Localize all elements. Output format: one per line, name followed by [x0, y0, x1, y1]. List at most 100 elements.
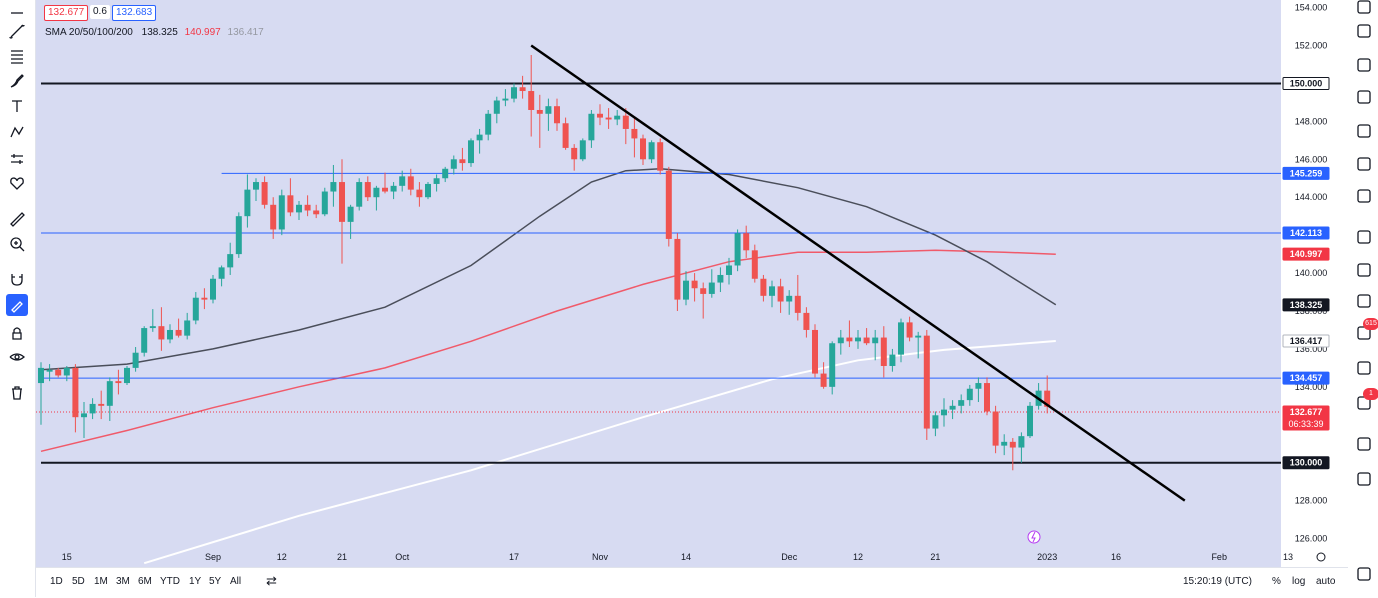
candle-body: [296, 204, 302, 213]
notes-icon[interactable]: [1353, 290, 1375, 312]
price-axis-label-box: [1282, 76, 1330, 90]
data-window-icon[interactable]: [1353, 86, 1375, 108]
candle-body: [321, 191, 328, 215]
range-6m-button[interactable]: 6M: [138, 576, 152, 587]
candle-body: [72, 367, 79, 418]
range-1d-button[interactable]: 1D: [50, 576, 63, 587]
alerts-icon[interactable]: 1: [1353, 388, 1378, 414]
magnet-icon[interactable]: [6, 268, 28, 290]
text-icon[interactable]: [6, 95, 28, 117]
calendar-icon[interactable]: [1353, 153, 1375, 175]
candle-body: [270, 204, 277, 230]
candle-body: [124, 367, 130, 384]
candle-body: [605, 117, 612, 120]
ruler-icon[interactable]: [6, 208, 28, 230]
candle-body: [476, 134, 483, 141]
trend-line[interactable]: [530, 44, 1186, 502]
chart-area[interactable]: 154.000 152.000 150.000 148.000 146.000 144.0…: [36, 0, 1348, 567]
candle-body: [906, 322, 913, 338]
heart-icon[interactable]: [6, 172, 28, 194]
candle-body: [313, 210, 320, 215]
brush-icon[interactable]: [6, 70, 28, 92]
range-5d-button[interactable]: 5D: [72, 576, 85, 587]
layers-icon[interactable]: [1353, 563, 1375, 585]
candle-body: [855, 337, 861, 342]
trend-line-icon[interactable]: [6, 20, 28, 42]
news-icon[interactable]: [1353, 54, 1375, 76]
candle-body: [89, 403, 96, 414]
lock-icon[interactable]: [6, 322, 28, 344]
chat-icon[interactable]: [1353, 259, 1375, 281]
range-1m-button[interactable]: 1M: [94, 576, 108, 587]
candle-body: [459, 159, 466, 164]
log-toggle[interactable]: log: [1292, 576, 1306, 587]
sma-legend[interactable]: SMA 20/50/100/200 138.325 140.997 136.41…: [45, 27, 264, 38]
candle-body: [339, 182, 345, 222]
range-5y-button[interactable]: 5Y: [209, 576, 222, 587]
candle-body: [253, 182, 259, 190]
alarm-icon[interactable]: [1353, 20, 1375, 42]
candle-body: [949, 405, 956, 410]
notifications-icon[interactable]: 615: [1353, 318, 1378, 344]
candle-body: [450, 159, 457, 169]
clock-time[interactable]: 15:20:19 (UTC): [1183, 576, 1252, 587]
candle-body: [407, 176, 414, 190]
candle-body: [201, 297, 208, 300]
price-axis-label-box: [1282, 405, 1330, 431]
x-tick-label: 15: [62, 552, 72, 562]
percent-toggle[interactable]: %: [1272, 576, 1281, 587]
broadcast-icon[interactable]: [1353, 357, 1375, 379]
notifications-badge: 615: [1363, 318, 1378, 330]
candle-body: [106, 381, 113, 406]
candle-body: [278, 195, 285, 230]
candle-body: [1018, 436, 1025, 448]
fib-icon[interactable]: [6, 45, 28, 67]
candle-body: [966, 388, 973, 401]
range-ytd-button[interactable]: YTD: [160, 576, 180, 587]
dom-icon[interactable]: [1353, 468, 1375, 490]
x-tick-label: 17: [509, 552, 519, 562]
minus-icon[interactable]: [6, 2, 28, 24]
candle-body: [227, 254, 234, 268]
trash-icon[interactable]: [6, 382, 28, 404]
axis-settings-icon[interactable]: [1316, 552, 1326, 562]
candle-body: [837, 337, 844, 344]
candle-body: [700, 288, 707, 294]
event-marker-icon[interactable]: [1027, 530, 1041, 544]
zoom-in-icon[interactable]: [6, 233, 28, 255]
price-axis-label: 130.000: [1290, 458, 1323, 468]
range-all-button[interactable]: All: [230, 576, 242, 587]
lock-draw-icon[interactable]: [6, 294, 28, 316]
price-axis-label-box: [1282, 456, 1330, 470]
hotlist-icon[interactable]: [1353, 120, 1375, 142]
candle-body: [46, 369, 53, 372]
candle-body: [184, 320, 191, 336]
candle-body: [657, 142, 664, 171]
ideas-feed-icon[interactable]: [1353, 433, 1375, 455]
candle-body: [158, 326, 165, 340]
pattern-icon[interactable]: [6, 121, 28, 143]
candle-body: [38, 367, 44, 384]
x-tick-label: 21: [930, 552, 940, 562]
range-1y-button[interactable]: 1Y: [189, 576, 202, 587]
ideas-icon[interactable]: [1353, 185, 1375, 207]
x-tick-label: 12: [277, 552, 287, 562]
x-tick-label: 13: [1283, 552, 1293, 562]
ask-price[interactable]: 132.683: [112, 5, 157, 21]
bid-price[interactable]: 132.677: [44, 5, 89, 21]
candle-body: [562, 123, 569, 148]
candle-body: [493, 100, 500, 114]
candle-body: [502, 98, 509, 101]
candle-body: [898, 322, 904, 355]
candle-body: [115, 381, 122, 384]
candle-body: [786, 295, 793, 302]
eye-icon[interactable]: [6, 346, 28, 368]
forecast-icon[interactable]: [6, 148, 28, 170]
watchlist-icon[interactable]: [1353, 0, 1375, 18]
candle-body: [923, 335, 930, 429]
range-3m-button[interactable]: 3M: [116, 576, 130, 587]
candle-body: [63, 367, 70, 376]
auto-toggle[interactable]: auto: [1316, 576, 1336, 587]
streams-icon[interactable]: [1353, 226, 1375, 248]
date-range-icon[interactable]: ⇄: [266, 573, 277, 588]
